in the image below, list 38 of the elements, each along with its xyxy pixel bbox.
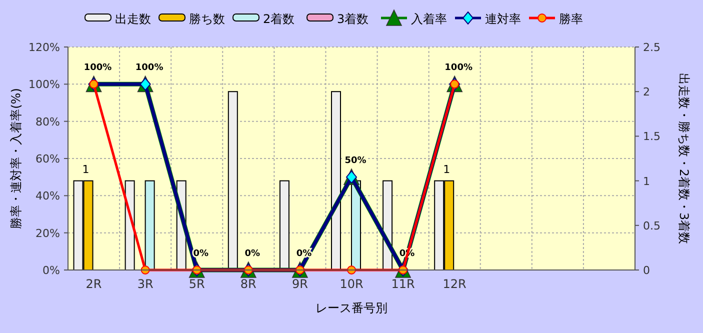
x-tick-label: 12R <box>442 277 466 291</box>
data-label: 1 <box>443 162 450 176</box>
data-label: 50% <box>344 156 366 166</box>
x-tick-label: 10R <box>340 277 364 291</box>
x-tick-label: 5R <box>188 277 205 291</box>
y-tick-label: 0% <box>42 264 60 277</box>
y2-axis-title: 出走数・勝ち数・2着数・3着数 <box>677 72 691 244</box>
data-label: 100% <box>84 63 112 74</box>
y-axis-title: 勝率・連対率・入着率(%) <box>9 88 23 229</box>
data-label: 100% <box>135 63 164 74</box>
legend-label: 2着数 <box>263 12 295 26</box>
y-tick-label: 120% <box>28 41 60 54</box>
x-tick-label: 8R <box>240 277 256 291</box>
legend-label: 出走数 <box>115 12 151 26</box>
x-axis-title: レース番号別 <box>316 301 388 315</box>
legend-label: 勝率 <box>559 12 583 26</box>
y-tick-label: 20% <box>36 226 60 240</box>
y2-tick-label: 0 <box>643 264 650 277</box>
x-tick-label: 11R <box>391 277 415 291</box>
x-tick-label: 2R <box>86 277 102 291</box>
x-tick-label: 3R <box>137 277 154 291</box>
legend-label: 連対率 <box>485 12 521 26</box>
y-tick-label: 40% <box>36 190 60 203</box>
x-tick-label: 9R <box>292 277 308 291</box>
y-tick-label: 80% <box>36 115 60 128</box>
y2-tick-label: 0.5 <box>643 219 660 232</box>
data-label: 0% <box>244 249 260 259</box>
y-tick-label: 100% <box>28 78 60 92</box>
data-label: 100% <box>444 63 472 74</box>
legend-label: 3着数 <box>337 12 369 26</box>
legend-label: 入着率 <box>411 12 447 26</box>
legend-label: 勝ち数 <box>189 12 225 26</box>
y2-tick-label: 2.5 <box>643 41 660 54</box>
y2-tick-label: 2 <box>643 86 650 99</box>
y2-tick-label: 1 <box>643 174 650 188</box>
y2-tick-label: 1.5 <box>643 130 660 144</box>
y-tick-label: 60% <box>36 152 60 166</box>
data-label: 1 <box>82 162 90 176</box>
